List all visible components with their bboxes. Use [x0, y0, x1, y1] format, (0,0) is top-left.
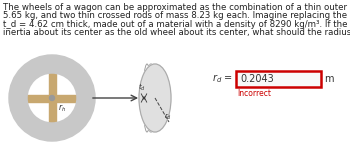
Text: t_d = 4.62 cm thick, made out of a material with a density of 8290 kg/m³. If the: t_d = 4.62 cm thick, made out of a mater… — [3, 20, 350, 29]
Text: 5.65 kg, and two thin crossed rods of mass 8.23 kg each. Imagine replacing the w: 5.65 kg, and two thin crossed rods of ma… — [3, 12, 350, 20]
Text: 0.2043: 0.2043 — [240, 74, 274, 84]
Bar — [25, 94, 79, 101]
Circle shape — [18, 64, 86, 132]
Text: $t_d$: $t_d$ — [138, 81, 146, 93]
Ellipse shape — [139, 64, 171, 132]
Ellipse shape — [145, 64, 157, 132]
Text: The wheels of a wagon can be approximated as the combination of a thin outer hoo: The wheels of a wagon can be approximate… — [3, 3, 350, 12]
Circle shape — [49, 95, 55, 100]
Text: m: m — [324, 74, 334, 84]
Bar — [49, 71, 56, 125]
Text: $r_d$ =: $r_d$ = — [212, 73, 233, 85]
Text: inertia about its center as the old wheel about its center, what should the radi: inertia about its center as the old whee… — [3, 28, 350, 38]
Text: $r_h$: $r_h$ — [58, 102, 66, 114]
Text: Incorrect: Incorrect — [237, 89, 271, 98]
Text: $r_d$: $r_d$ — [164, 112, 172, 122]
Circle shape — [25, 71, 79, 125]
FancyBboxPatch shape — [236, 71, 321, 87]
